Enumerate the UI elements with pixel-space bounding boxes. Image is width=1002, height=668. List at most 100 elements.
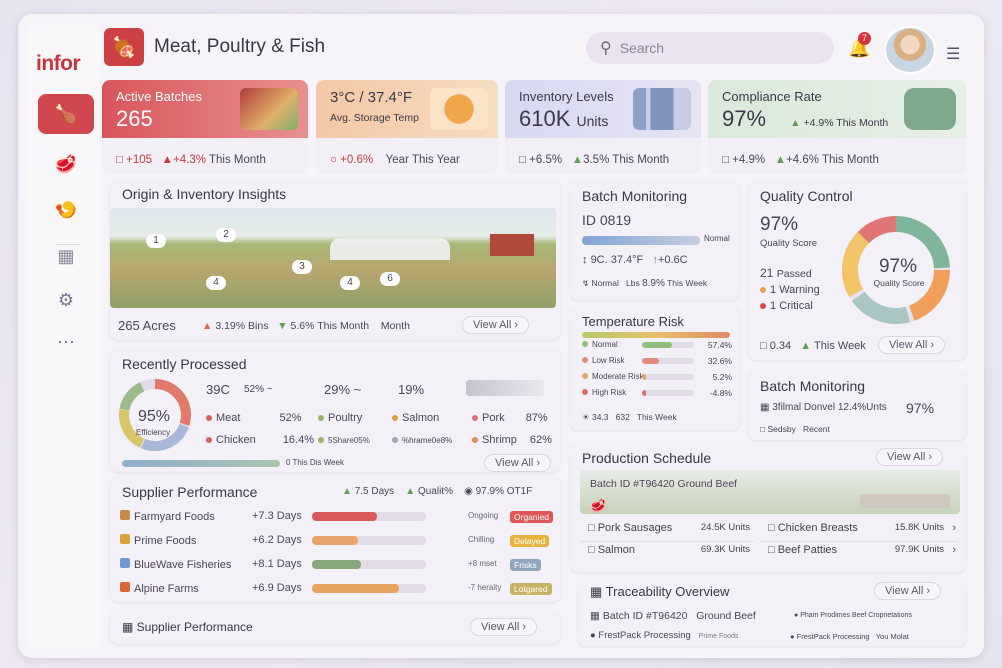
status-badge: Lotgared xyxy=(510,583,552,595)
production-item[interactable]: □ Salmon 69.3K Units xyxy=(588,544,750,556)
risk-footer: ☀ 34.3 632 This Week xyxy=(582,412,677,422)
batch-footer: ↯ Normal Lbs 8.9% This Week xyxy=(582,278,708,289)
meat-icon: 🥩 xyxy=(590,498,607,513)
map-marker[interactable]: 4 xyxy=(340,276,360,290)
view-all-button[interactable]: View All › xyxy=(484,454,552,472)
recent-stat: 52% ~ xyxy=(244,384,273,395)
produce-icon xyxy=(240,88,298,130)
card-title: Recently Processed xyxy=(122,356,247,372)
meat-icon[interactable]: 🥩 xyxy=(54,153,78,174)
kpi-value: Avg. Storage Temp xyxy=(330,112,419,124)
supplier-name[interactable]: Alpine Farms xyxy=(120,582,199,595)
supplier-name[interactable]: BlueWave Fisheries xyxy=(120,558,231,571)
efficiency-donut xyxy=(119,379,191,451)
supplier-status: +8 mset xyxy=(468,559,497,568)
risk-bar xyxy=(642,358,694,364)
map-marker[interactable]: 3 xyxy=(292,260,312,274)
quality-week: □ 0.34 ▲ This Week xyxy=(760,340,866,352)
supplier-performance-collapsed[interactable]: ▦ Supplier Performance View All › xyxy=(110,610,560,644)
card-title: Temperature Risk xyxy=(582,314,684,329)
batch-temp: ↕ 9C. 37.4°F ↑+0.6C xyxy=(582,254,688,266)
production-item[interactable]: □ Beef Patties 97.9K Units › xyxy=(768,544,956,556)
kpi-label: Active Batches xyxy=(116,89,202,104)
map-marker[interactable]: 6 xyxy=(380,272,400,286)
view-all-button[interactable]: View All › xyxy=(874,582,942,600)
critical-count: 1 Critical xyxy=(760,300,813,312)
menu-icon[interactable]: ☰ xyxy=(946,46,961,63)
origin-inventory-card: Origin & Inventory Insights 1 2 3 4 4 6 … xyxy=(110,180,560,340)
batch-monitoring-card-2: Batch Monitoring ▦ 3filmal Donvel 12.4%U… xyxy=(748,370,966,440)
supplier-performance-card: Supplier Performance ▲ 7.5 Days ▲ Qualit… xyxy=(110,476,560,602)
reports-icon[interactable]: ▦ xyxy=(57,245,75,266)
map-marker[interactable]: 2 xyxy=(216,228,236,242)
supplier-status: -7 heraity xyxy=(468,583,502,592)
supplier-bar xyxy=(312,560,426,569)
card-title: Supplier Performance xyxy=(122,484,258,500)
list-item: Chicken 16.4% xyxy=(206,434,314,446)
view-all-button[interactable]: View All › xyxy=(470,618,538,636)
trace-row-detail: ● Pham Prodimes Beef Cropnetations xyxy=(794,612,912,619)
risk-value: 57.4% xyxy=(707,340,732,350)
fish-icon[interactable]: 🍤 xyxy=(54,199,78,220)
search-input[interactable]: ⚲ Search xyxy=(586,32,834,64)
view-all-button[interactable]: View All › xyxy=(878,336,946,354)
poultry-icon[interactable]: 🍗 xyxy=(38,94,94,134)
recent-progress xyxy=(122,460,280,467)
batch-line: ▦ 3filmal Donvel 12.4%Unts xyxy=(760,402,887,413)
more-icon[interactable]: ⋯ xyxy=(57,331,75,352)
batch-value: 97% xyxy=(906,400,935,416)
farm-landscape-image xyxy=(110,208,556,308)
batch-progress xyxy=(582,236,700,245)
card-title: Origin & Inventory Insights xyxy=(122,186,287,202)
list-item: Salmon xyxy=(392,412,439,424)
kpi-inventory[interactable]: Inventory Levels 610K Units □ +6.5% ▲3.5… xyxy=(505,80,701,174)
truck-icon xyxy=(466,380,544,396)
supplier-header-stats: ▲ 7.5 Days ▲ Qualit% ◉ 97.9% OT1F xyxy=(342,486,533,497)
card-title: Batch Monitoring xyxy=(582,188,688,204)
avatar[interactable] xyxy=(884,26,936,74)
supplier-name[interactable]: Farmyard Foods xyxy=(120,510,215,523)
notification-badge: 7 xyxy=(858,32,871,45)
chicken-icon xyxy=(430,88,488,130)
sidebar-divider xyxy=(56,244,80,245)
list-item: Poultry xyxy=(318,412,362,424)
risk-value: 5.2% xyxy=(712,372,732,382)
supplier-name[interactable]: Prime Foods xyxy=(120,534,196,547)
kpi-value: 265 xyxy=(116,106,153,131)
shield-check-icon xyxy=(904,88,956,130)
production-schedule-card: Production Schedule View All › Batch ID … xyxy=(570,442,966,572)
kpi-compliance[interactable]: Compliance Rate 97% ▲ +4.9% This Month □… xyxy=(708,80,966,174)
risk-value: -4.8% xyxy=(709,388,732,398)
bell-icon[interactable]: 🔔 7 xyxy=(848,32,871,58)
status-badge: Delayed xyxy=(510,535,550,547)
view-all-button[interactable]: View All › xyxy=(876,448,944,466)
risk-label: Low Risk xyxy=(582,356,624,365)
supplier-days: +8.1 Days xyxy=(252,558,302,570)
production-item[interactable]: □ Chicken Breasts 15.8K Units › xyxy=(760,522,958,542)
app-logo: infor xyxy=(36,52,81,75)
risk-value: 32.6% xyxy=(707,356,732,366)
kpi-storage-temp[interactable]: 3°C / 37.4°F Avg. Storage Temp ○ +0.6% Y… xyxy=(316,80,498,174)
supplier-bar xyxy=(312,512,426,521)
traceability-overview-card: ▦ Traceability Overview View All › ▦ Bat… xyxy=(578,576,966,646)
page-title: Meat, Poultry & Fish xyxy=(154,36,326,57)
card-title: Quality Control xyxy=(760,188,853,204)
kpi-active-batches[interactable]: Active Batches 265 □ +105 ▲+4.3% This Mo… xyxy=(102,80,308,174)
kpi-label: Inventory Levels xyxy=(519,89,614,104)
production-item[interactable]: □ Pork Sausages 24.5K Units xyxy=(580,522,754,542)
card-title: ▦ Traceability Overview xyxy=(590,584,730,599)
kpi-value: 97% ▲ +4.9% This Month xyxy=(722,106,889,131)
list-item: Meat 52% xyxy=(206,412,302,424)
map-marker[interactable]: 4 xyxy=(206,276,226,290)
recent-stat: 29% ~ xyxy=(324,382,362,397)
view-all-button[interactable]: View All › xyxy=(462,316,530,334)
batch-monitoring-card: Batch Monitoring ID 0819 Normal ↕ 9C. 37… xyxy=(570,180,740,300)
settings-icon[interactable]: ⚙ xyxy=(57,289,75,310)
batch-state: Normal xyxy=(704,234,730,243)
list-item: 5Share05% xyxy=(318,436,370,445)
list-item: %hrame0e8% xyxy=(392,436,452,445)
passed-count: 21 Passed xyxy=(760,266,812,280)
efficiency-label: Efficiency xyxy=(136,428,171,437)
map-marker[interactable]: 1 xyxy=(146,234,166,248)
sidebar: infor 🍗 🥩 🍤 ▦ ⚙ ⋯ xyxy=(28,24,100,648)
